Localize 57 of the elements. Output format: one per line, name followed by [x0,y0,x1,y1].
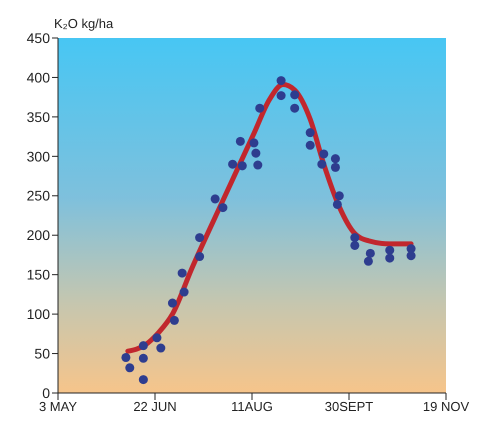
point [156,344,166,353]
y-tick-label: 200 [26,227,50,244]
point [125,363,134,372]
y-tick-label: 250 [26,188,50,204]
point [332,200,342,209]
point [406,251,416,260]
y-tick-label: 50 [34,346,50,362]
y-tick-label: 150 [26,266,50,283]
x-tick-label: 30SEPT [324,399,374,414]
x-tick-label: 11AUG [231,399,273,414]
point [228,160,238,169]
point [236,136,245,146]
y-tick-label: 450 [26,30,50,46]
point [350,240,360,250]
point [290,104,300,113]
y-axis-title: K₂O kg/ha [54,16,114,31]
point [276,76,286,86]
point [195,252,204,262]
point [330,154,340,164]
point [317,160,326,169]
y-tick-label: 350 [26,108,50,125]
point [290,90,300,100]
point [152,333,162,342]
point [385,246,394,255]
point [385,254,394,263]
x-tick-label: 3 MAY [38,399,78,414]
y-tick-label: 100 [26,306,50,322]
point [366,248,375,258]
y-tick-label: 400 [26,69,50,86]
point [138,354,148,363]
point [319,149,328,158]
point [210,194,220,204]
x-tick-label: 19 NOV [422,399,470,414]
point [276,91,286,100]
point [350,233,360,242]
point [306,140,315,150]
point [138,341,148,350]
point [330,162,340,172]
point [170,316,179,325]
point [238,161,247,170]
point [251,148,260,158]
point [253,160,262,170]
point [255,104,264,113]
point [195,233,204,242]
point [249,138,258,148]
point [178,268,187,278]
point [334,191,344,200]
y-tick-label: 0 [42,384,50,401]
y-tick-label: 300 [26,148,50,164]
point [168,298,177,308]
point [364,256,373,266]
x-tick-label: 22 JUN [133,399,177,414]
point [306,128,315,138]
point [121,352,130,362]
point [138,375,148,384]
point [180,288,189,297]
point [218,203,228,212]
